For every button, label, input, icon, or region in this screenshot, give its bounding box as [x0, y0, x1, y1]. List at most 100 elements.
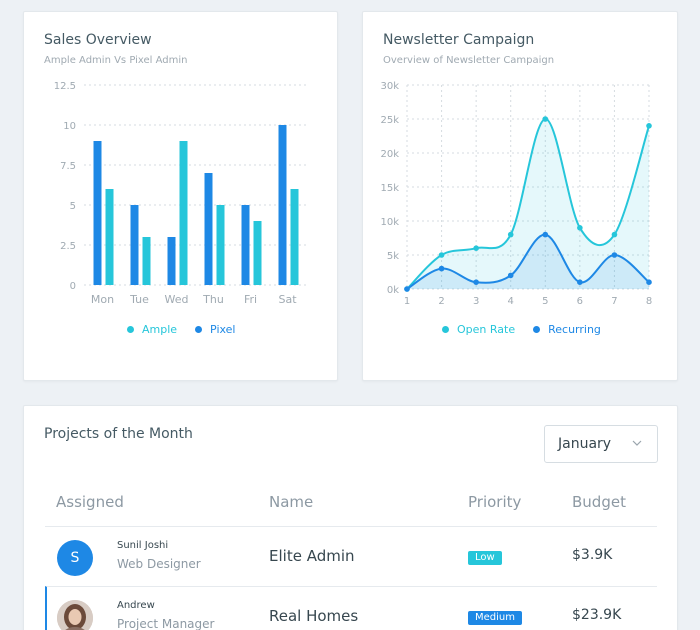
line-recurring — [406, 233, 650, 290]
sales-overview-title: Sales Overview — [44, 32, 152, 48]
legend-dot-pixel — [195, 326, 203, 333]
user-photo-icon — [57, 600, 93, 630]
column-header-priority[interactable]: Priority — [468, 493, 522, 511]
newsletter-subtitle: Overview of Newsletter Campaign — [383, 55, 555, 66]
point-open-rate — [507, 231, 514, 238]
bar-ample — [179, 141, 188, 285]
x-tick-label: Fri — [244, 293, 257, 306]
bar-pixel — [167, 237, 176, 285]
x-tick-label: 2 — [438, 296, 444, 307]
column-header-budget[interactable]: Budget — [572, 493, 626, 511]
legend-label-ample: Ample — [142, 323, 178, 336]
y-tick-label: 7.5 — [60, 161, 76, 172]
x-tick-label: 4 — [508, 296, 514, 307]
legend-dot-open-rate — [442, 326, 449, 333]
x-tick-label: Tue — [129, 293, 149, 306]
point-open-rate — [611, 231, 618, 238]
priority-badge: Low — [468, 551, 502, 565]
project-name: Elite Admin — [269, 547, 355, 565]
month-select[interactable]: January — [544, 425, 658, 463]
bar-pixel — [93, 141, 102, 285]
point-recurring — [577, 279, 583, 286]
y-tick-label: 0 — [70, 281, 76, 292]
assignee-role: Web Designer — [117, 557, 201, 571]
bar-pixel — [278, 125, 287, 285]
project-budget: $23.9K — [572, 607, 622, 623]
x-tick-label: 7 — [611, 296, 617, 307]
table-row[interactable]: S Sunil Joshi Web Designer Elite Admin L… — [45, 526, 657, 586]
legend-label-recurring: Recurring — [548, 323, 601, 336]
legend-item-ample[interactable]: Ample — [127, 323, 177, 336]
legend-item-open-rate[interactable]: Open Rate — [442, 323, 515, 336]
bar-pixel — [130, 205, 139, 285]
point-recurring — [542, 231, 549, 238]
chevron-down-icon — [632, 440, 642, 446]
assignee-role: Project Manager — [117, 617, 215, 630]
y-tick-label: 12.5 — [54, 81, 76, 92]
projects-card: Projects of the Month January Assigned N… — [23, 405, 678, 630]
projects-title: Projects of the Month — [44, 426, 193, 442]
assignee-name: Andrew — [117, 600, 155, 611]
area-open-rate — [407, 118, 649, 289]
legend-dot-recurring — [533, 326, 541, 333]
bar-pixel — [204, 173, 213, 285]
point-recurring — [507, 272, 514, 279]
newsletter-title: Newsletter Campaign — [383, 32, 535, 48]
bar-pixel — [241, 205, 250, 285]
sales-overview-card: Sales Overview Ample Admin Vs Pixel Admi… — [23, 11, 338, 381]
priority-badge: Medium — [468, 611, 522, 625]
point-recurring — [438, 265, 445, 272]
point-recurring — [611, 252, 618, 258]
project-name: Real Homes — [269, 607, 359, 625]
bar-ample — [142, 237, 151, 285]
y-tick-label: 10 — [63, 121, 76, 132]
y-tick-label: 10k — [380, 217, 399, 228]
y-tick-label: 15k — [380, 183, 399, 194]
legend-label-pixel: Pixel — [210, 323, 236, 336]
x-tick-label: 3 — [473, 296, 479, 307]
y-tick-label: 25k — [380, 115, 399, 126]
y-tick-label: 30k — [380, 81, 399, 92]
table-row[interactable]: Andrew Project Manager Real Homes Medium… — [45, 586, 657, 630]
bar-ample — [253, 221, 262, 285]
avatar-initial: S — [70, 550, 80, 566]
newsletter-campaign-card: Newsletter Campaign Overview of Newslett… — [362, 11, 678, 381]
x-tick-label: Mon — [91, 293, 114, 306]
x-tick-label: Wed — [165, 293, 189, 306]
point-recurring — [646, 279, 652, 286]
month-select-value: January — [558, 436, 612, 452]
bar-ample — [290, 189, 299, 285]
point-open-rate — [438, 252, 445, 258]
legend-label-open-rate: Open Rate — [457, 323, 516, 336]
area-recurring — [407, 234, 649, 289]
avatar: S — [57, 540, 93, 576]
sales-bar-chart: 0 2.5 5 7.5 10 12.5 Mon Tue Wed Thu Fri Sat — [54, 81, 306, 306]
sales-overview-subtitle: Ample Admin Vs Pixel Admin — [44, 55, 188, 66]
x-tick-label: 8 — [646, 296, 652, 307]
x-tick-label: 1 — [404, 296, 410, 307]
x-tick-label: Thu — [202, 293, 224, 306]
project-budget: $3.9K — [572, 547, 613, 563]
column-header-assigned[interactable]: Assigned — [56, 493, 124, 511]
newsletter-area-chart: 1 2 3 4 5 6 7 8 0k 5k 10k 15k 20k 25k 30k — [380, 81, 652, 307]
sales-legend: Ample Pixel — [127, 323, 236, 336]
y-tick-label: 20k — [380, 149, 399, 160]
y-tick-label: 0k — [387, 285, 399, 296]
y-tick-label: 2.5 — [60, 241, 76, 252]
x-tick-label: Sat — [278, 293, 297, 306]
legend-item-pixel[interactable]: Pixel — [195, 323, 236, 336]
newsletter-legend: Open Rate Recurring — [442, 323, 601, 336]
point-open-rate — [577, 225, 583, 231]
point-recurring — [473, 279, 479, 286]
column-header-name[interactable]: Name — [269, 493, 314, 511]
legend-dot-ample — [127, 326, 134, 333]
x-tick-label: 5 — [542, 296, 548, 307]
point-open-rate — [646, 123, 652, 129]
assignee-name: Sunil Joshi — [117, 540, 169, 551]
y-tick-label: 5k — [387, 251, 399, 262]
legend-item-recurring[interactable]: Recurring — [533, 323, 601, 336]
avatar — [57, 600, 93, 630]
y-tick-label: 5 — [70, 201, 76, 212]
x-tick-label: 6 — [577, 296, 583, 307]
point-open-rate — [473, 245, 479, 251]
